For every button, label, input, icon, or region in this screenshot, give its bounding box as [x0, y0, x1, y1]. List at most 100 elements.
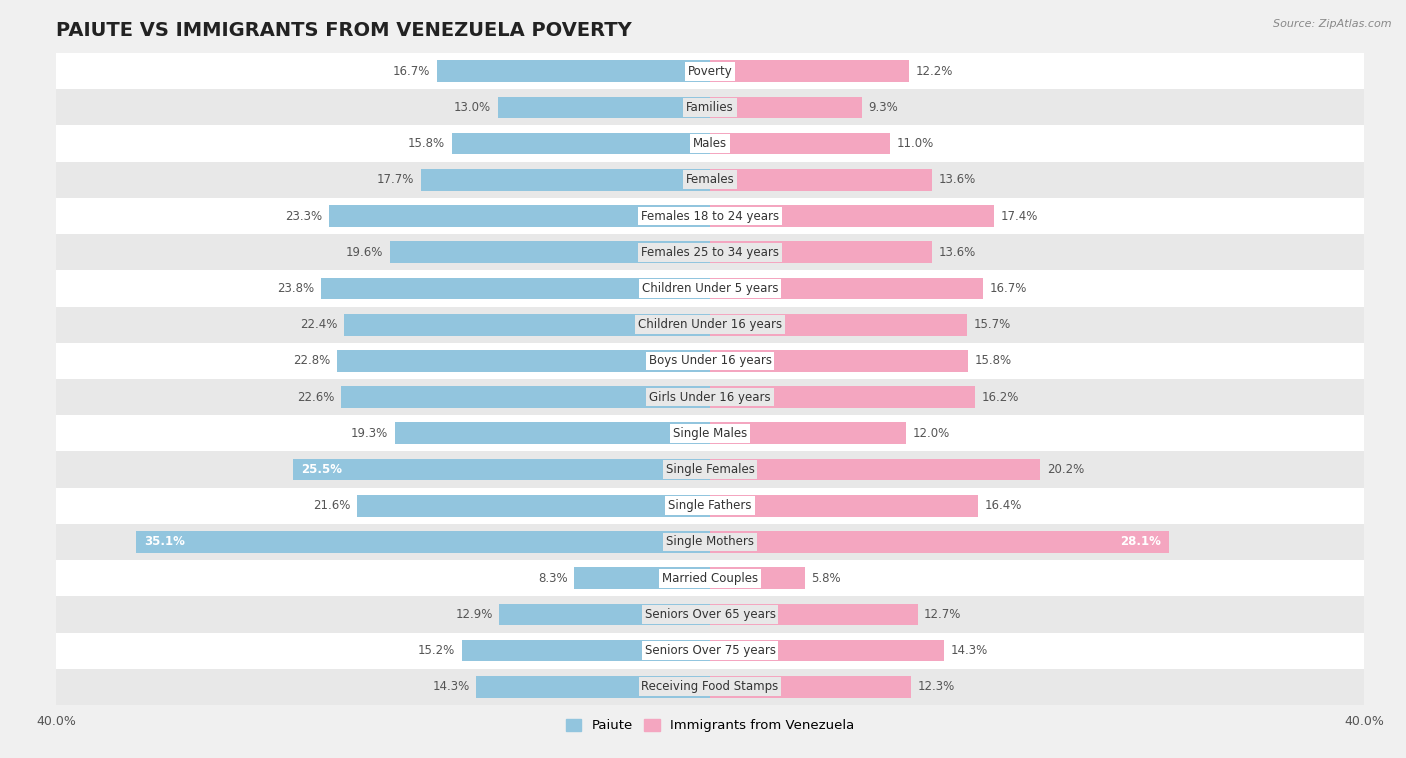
Bar	[56, 524, 1364, 560]
Text: Single Mothers: Single Mothers	[666, 535, 754, 549]
Text: 16.2%: 16.2%	[981, 390, 1019, 403]
Bar	[337, 350, 710, 371]
Text: 13.6%: 13.6%	[939, 246, 976, 258]
Bar	[56, 632, 1364, 669]
Bar	[329, 205, 710, 227]
Text: 8.3%: 8.3%	[538, 572, 568, 584]
Bar	[710, 350, 969, 371]
Bar	[321, 277, 710, 299]
Text: 12.2%: 12.2%	[915, 64, 953, 77]
Text: Poverty: Poverty	[688, 64, 733, 77]
Bar	[499, 603, 710, 625]
Bar	[451, 133, 710, 155]
Legend: Paiute, Immigrants from Venezuela: Paiute, Immigrants from Venezuela	[561, 713, 859, 738]
Bar	[56, 560, 1364, 597]
Bar	[357, 495, 710, 517]
Bar	[710, 205, 994, 227]
Bar	[56, 271, 1364, 306]
Text: 28.1%: 28.1%	[1121, 535, 1161, 549]
Text: 20.2%: 20.2%	[1046, 463, 1084, 476]
Text: 16.7%: 16.7%	[990, 282, 1026, 295]
Text: 12.9%: 12.9%	[456, 608, 492, 621]
Bar	[56, 379, 1364, 415]
Text: Females 18 to 24 years: Females 18 to 24 years	[641, 209, 779, 223]
Bar	[56, 669, 1364, 705]
Bar	[56, 53, 1364, 89]
Text: 17.4%: 17.4%	[1001, 209, 1039, 223]
Bar	[56, 343, 1364, 379]
Bar	[710, 169, 932, 191]
Bar	[56, 306, 1364, 343]
Bar	[710, 422, 905, 444]
Text: 12.0%: 12.0%	[912, 427, 950, 440]
Bar	[710, 241, 932, 263]
Bar	[56, 452, 1364, 487]
Text: Single Females: Single Females	[665, 463, 755, 476]
Text: 22.8%: 22.8%	[294, 355, 330, 368]
Text: 17.7%: 17.7%	[377, 174, 415, 186]
Bar	[56, 161, 1364, 198]
Text: Children Under 5 years: Children Under 5 years	[641, 282, 779, 295]
Text: Single Fathers: Single Fathers	[668, 500, 752, 512]
Text: 22.6%: 22.6%	[297, 390, 335, 403]
Text: Seniors Over 65 years: Seniors Over 65 years	[644, 608, 776, 621]
Bar	[389, 241, 710, 263]
Text: 25.5%: 25.5%	[301, 463, 343, 476]
Text: Single Males: Single Males	[673, 427, 747, 440]
Text: 19.3%: 19.3%	[350, 427, 388, 440]
Text: Families: Families	[686, 101, 734, 114]
Text: 14.3%: 14.3%	[950, 644, 987, 657]
Text: Receiving Food Stamps: Receiving Food Stamps	[641, 681, 779, 694]
Text: 16.7%: 16.7%	[394, 64, 430, 77]
Text: 15.8%: 15.8%	[408, 137, 446, 150]
Bar	[344, 314, 710, 336]
Text: 9.3%: 9.3%	[869, 101, 898, 114]
Bar	[575, 567, 710, 589]
Text: Boys Under 16 years: Boys Under 16 years	[648, 355, 772, 368]
Bar	[395, 422, 710, 444]
Bar	[461, 640, 710, 662]
Text: 19.6%: 19.6%	[346, 246, 382, 258]
Text: 15.8%: 15.8%	[974, 355, 1012, 368]
Text: 16.4%: 16.4%	[984, 500, 1022, 512]
Bar	[710, 314, 967, 336]
Text: 11.0%: 11.0%	[897, 137, 934, 150]
Bar	[710, 531, 1170, 553]
Text: Seniors Over 75 years: Seniors Over 75 years	[644, 644, 776, 657]
Bar	[710, 676, 911, 697]
Bar	[710, 61, 910, 82]
Bar	[710, 603, 918, 625]
Text: Source: ZipAtlas.com: Source: ZipAtlas.com	[1274, 19, 1392, 29]
Text: 21.6%: 21.6%	[314, 500, 350, 512]
Bar	[420, 169, 710, 191]
Bar	[477, 676, 710, 697]
Text: Children Under 16 years: Children Under 16 years	[638, 318, 782, 331]
Bar	[56, 198, 1364, 234]
Text: 15.2%: 15.2%	[418, 644, 456, 657]
Bar	[294, 459, 710, 481]
Text: 14.3%: 14.3%	[433, 681, 470, 694]
Text: Females: Females	[686, 174, 734, 186]
Bar	[498, 96, 710, 118]
Text: 15.7%: 15.7%	[973, 318, 1011, 331]
Text: 12.7%: 12.7%	[924, 608, 962, 621]
Bar	[56, 415, 1364, 452]
Bar	[710, 567, 804, 589]
Bar	[710, 387, 974, 408]
Bar	[710, 96, 862, 118]
Text: 23.8%: 23.8%	[277, 282, 315, 295]
Text: 5.8%: 5.8%	[811, 572, 841, 584]
Bar	[710, 277, 983, 299]
Text: 12.3%: 12.3%	[918, 681, 955, 694]
Text: 13.6%: 13.6%	[939, 174, 976, 186]
Text: 35.1%: 35.1%	[145, 535, 186, 549]
Bar	[437, 61, 710, 82]
Bar	[56, 234, 1364, 271]
Bar	[710, 495, 979, 517]
Bar	[56, 89, 1364, 126]
Text: Females 25 to 34 years: Females 25 to 34 years	[641, 246, 779, 258]
Text: Males: Males	[693, 137, 727, 150]
Bar	[710, 459, 1040, 481]
Bar	[710, 133, 890, 155]
Bar	[56, 487, 1364, 524]
